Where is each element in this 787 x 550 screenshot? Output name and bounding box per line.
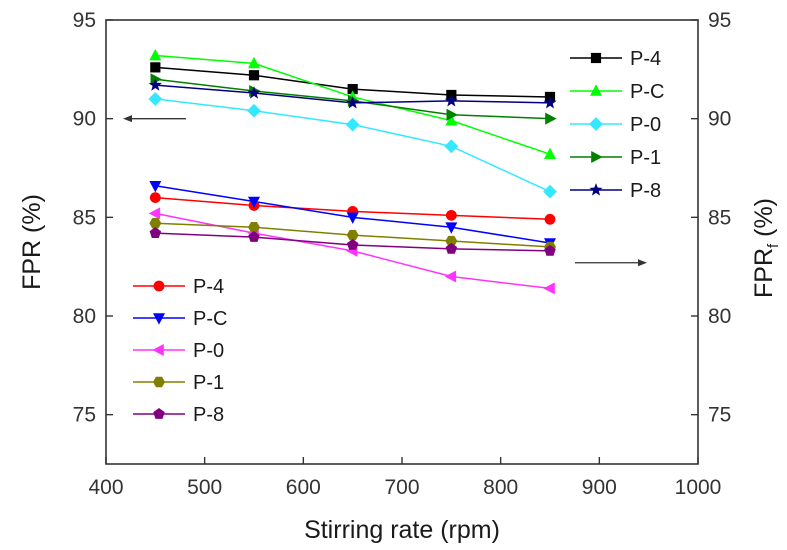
- y-tick-label-right: 95: [708, 9, 731, 32]
- data-point-g0-1: [149, 48, 162, 61]
- x-tick-label: 700: [384, 476, 419, 499]
- data-point-g0-1: [248, 56, 260, 69]
- arrow-to-left-axis-head: [123, 115, 132, 123]
- y-axis-title-right-main: FPR: [750, 248, 778, 298]
- series-markers-layer: [148, 48, 557, 295]
- legend-label-g0-4: P-8: [630, 180, 661, 202]
- data-point-g1-2: [543, 282, 555, 295]
- data-point-g1-4: [445, 242, 458, 254]
- y-tick-label-left: 90: [73, 108, 96, 131]
- legend-marker-g1-3: [153, 376, 165, 388]
- y-axis-title-right-subscript: f: [765, 243, 782, 248]
- data-point-g0-1: [544, 147, 556, 159]
- x-tick-label: 800: [483, 476, 518, 499]
- legend-marker-g0-4: [589, 183, 603, 196]
- ticks-layer: 400 500 600 700 800 900 1000 75 75 80 80 85 85 90 90 95…: [73, 9, 732, 499]
- arrow-to-right-axis-head: [638, 259, 647, 267]
- legend-marker-g1-0: [153, 280, 165, 292]
- data-point-g1-1: [346, 212, 359, 224]
- y-tick-label-right: 85: [708, 206, 731, 229]
- y-tick-label-left: 95: [73, 9, 96, 32]
- data-point-g1-3: [149, 218, 162, 229]
- y-axis-title-left: FPR (%): [18, 194, 46, 290]
- data-point-g0-1: [445, 114, 458, 126]
- legend-label-g1-0: P-4: [193, 276, 224, 298]
- series-line-g0-2: [155, 98, 551, 193]
- data-point-g1-0: [149, 192, 161, 204]
- plot-frame: [105, 19, 699, 465]
- legend-label-g0-0: P-4: [630, 48, 661, 70]
- legend-label-g1-2: P-0: [193, 340, 224, 362]
- legend-label-g1-4: P-8: [193, 404, 224, 426]
- legend-marker-g0-3: [591, 151, 603, 163]
- legend-marker-g1-1: [153, 313, 165, 325]
- data-point-g0-4: [148, 78, 162, 91]
- legend-label-g1-1: P-C: [193, 308, 227, 330]
- data-point-g0-3: [446, 108, 458, 121]
- x-tick-label: 600: [286, 476, 321, 499]
- data-point-g1-1: [149, 180, 162, 193]
- data-point-g0-4: [444, 94, 458, 107]
- data-point-g0-3: [150, 73, 162, 86]
- data-point-g1-4: [544, 244, 556, 256]
- y-tick-label-left: 75: [73, 404, 96, 427]
- data-point-g1-4: [149, 227, 162, 238]
- data-point-g1-3: [346, 229, 359, 241]
- legend-label-g0-1: P-C: [630, 81, 664, 103]
- y-tick-label-right: 80: [708, 305, 731, 328]
- data-point-g0-2: [543, 184, 557, 199]
- data-point-g0-4: [346, 95, 360, 109]
- y-tick-label-right: 90: [708, 108, 731, 131]
- data-point-g0-2: [247, 103, 261, 118]
- y-tick-label-left: 80: [73, 305, 96, 328]
- data-point-g1-2: [444, 270, 457, 283]
- data-point-g1-3: [248, 222, 260, 233]
- data-point-g0-2: [148, 92, 163, 106]
- y-axis-title-right: FPRf (%): [750, 198, 782, 298]
- legend-label-g1-3: P-1: [193, 372, 224, 394]
- x-axis-title: Stirring rate (rpm): [304, 516, 500, 544]
- data-point-g0-3: [545, 112, 557, 125]
- data-point-g0-2: [345, 117, 360, 132]
- data-point-g0-4: [247, 86, 261, 99]
- legends-layer: P-4 P-C P-0 P-1 P-8 P-4 P-C P-0 P-1 P-8: [133, 48, 664, 426]
- data-point-g1-3: [445, 235, 458, 247]
- legend-marker-g1-4: [153, 408, 165, 419]
- data-point-g0-0: [150, 62, 161, 73]
- legend-marker-g0-1: [590, 84, 602, 96]
- x-tick-label: 1000: [675, 476, 722, 499]
- legend-label-g0-2: P-0: [630, 114, 661, 136]
- x-tick-label: 900: [582, 476, 617, 499]
- y-tick-label-left: 85: [73, 206, 96, 229]
- data-point-g1-1: [248, 196, 260, 209]
- legend-marker-g1-2: [152, 344, 164, 356]
- data-point-g1-0: [445, 209, 457, 221]
- x-tick-label: 500: [187, 476, 222, 499]
- y-axis-title-right-suffix: (%): [750, 198, 778, 244]
- data-point-g1-2: [148, 207, 161, 220]
- data-point-g0-4: [543, 95, 557, 109]
- data-point-g0-2: [444, 139, 459, 154]
- legend-label-g0-3: P-1: [630, 147, 661, 169]
- data-point-g0-0: [248, 70, 260, 81]
- axis-arrows-layer: [123, 115, 647, 267]
- legend-marker-g0-2: [589, 117, 603, 131]
- data-point-g0-0: [347, 83, 358, 95]
- data-point-g1-1: [445, 222, 458, 234]
- data-point-g1-0: [544, 213, 556, 225]
- data-point-g1-4: [346, 238, 359, 250]
- data-point-g1-4: [248, 231, 260, 242]
- y-tick-label-right: 75: [708, 404, 731, 427]
- legend-marker-g0-0: [590, 52, 602, 64]
- x-tick-label: 400: [88, 476, 123, 499]
